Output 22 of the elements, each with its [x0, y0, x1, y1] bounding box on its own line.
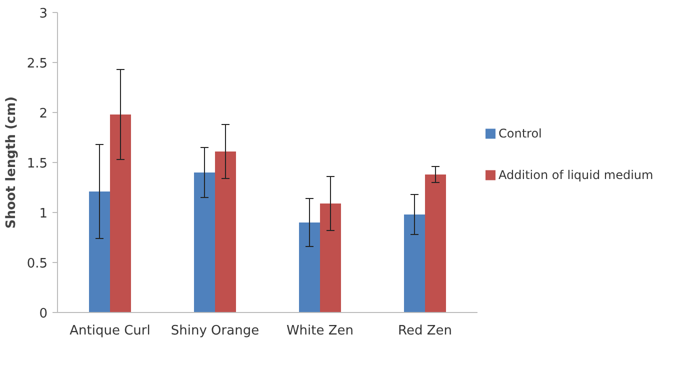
legend-label: Control	[498, 126, 542, 141]
bar	[404, 214, 425, 312]
y-tick-label: 2.5	[26, 56, 48, 72]
x-tick-label: White Zen	[286, 324, 354, 338]
y-tick-label: 3	[39, 6, 48, 22]
bar	[110, 114, 131, 312]
bar	[320, 204, 341, 312]
bar	[194, 172, 215, 312]
x-tick-label: Shiny Orange	[170, 324, 260, 338]
y-tick-label: 1.5	[26, 156, 48, 172]
x-tick-label: Antique Curl	[70, 324, 150, 338]
bar	[425, 174, 446, 312]
bar	[89, 192, 110, 312]
y-tick-label: 2	[39, 106, 48, 122]
y-axis-title: Shoot length (cm)	[4, 96, 19, 229]
legend-label: Addition of liquid medium	[498, 168, 654, 182]
x-tick-label: Red Zen	[398, 324, 452, 338]
bar	[299, 222, 320, 312]
y-tick-label: 0	[39, 306, 48, 322]
y-tick-label: 0.5	[26, 256, 48, 272]
bar	[215, 152, 236, 312]
y-tick-label: 1	[39, 206, 48, 222]
